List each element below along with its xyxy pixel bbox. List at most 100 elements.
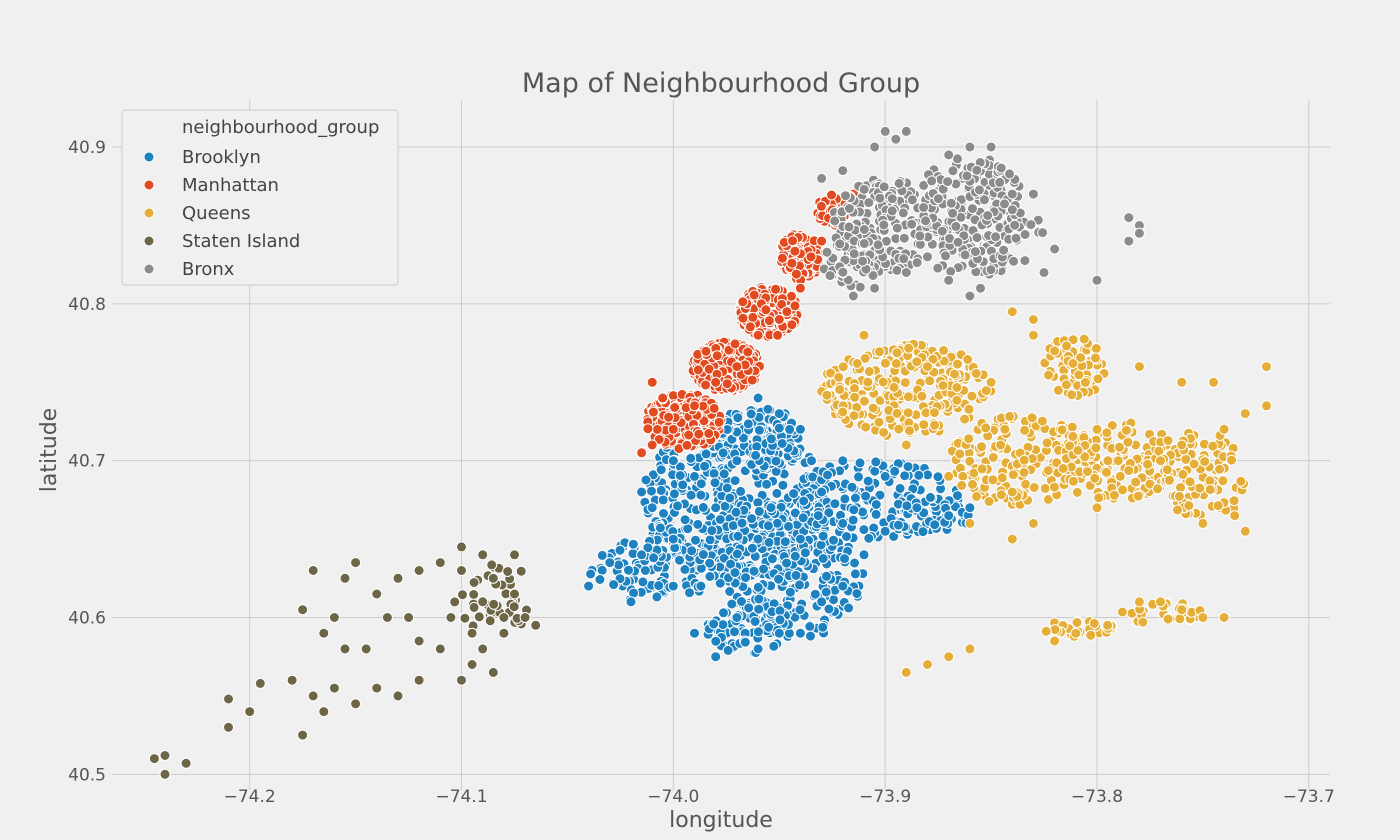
brooklyn-point [677,479,689,491]
bronx-point [900,125,912,137]
brooklyn-point [739,636,751,648]
queens-point [1040,625,1052,637]
bronx-point [847,290,859,302]
queens-point [922,659,933,670]
staten-island-point [318,706,330,718]
brooklyn-point [608,579,620,591]
queens-point [1177,468,1189,480]
staten-island-point [459,612,471,624]
brooklyn-point [710,651,722,663]
brooklyn-point [839,553,850,565]
bronx-point [837,165,849,177]
legend-marker-bronx [143,263,155,275]
bronx-point [1006,204,1018,216]
queens-point [957,470,969,482]
brooklyn-point [639,565,651,576]
staten-island-point [339,572,351,584]
brooklyn-point [902,461,914,473]
queens-point [1082,466,1093,477]
brooklyn-point [773,627,785,639]
bronx-point [978,194,990,206]
staten-island-point [413,635,425,647]
brooklyn-point [794,604,806,616]
queens-point [1194,482,1206,494]
queens-point [893,423,905,435]
staten-island-point [148,753,160,765]
brooklyn-point [870,456,882,468]
brooklyn-point [913,469,925,481]
brooklyn-point [779,536,791,548]
queens-point [888,381,900,393]
bronx-point [1009,219,1021,231]
brooklyn-point [848,504,860,516]
brooklyn-point [682,523,694,535]
queens-point [1120,424,1132,436]
queens-point [951,382,963,393]
bronx-point [982,210,994,221]
bronx-point [821,246,833,258]
brooklyn-point [752,626,764,638]
queens-point [924,375,936,387]
brooklyn-point [774,614,786,626]
queens-point [1101,427,1113,439]
brooklyn-point [901,500,913,512]
brooklyn-point [771,487,783,499]
queens-point [1070,627,1082,639]
manhattan-point [781,306,793,318]
brooklyn-point [849,568,861,580]
brooklyn-point [753,603,765,615]
brooklyn-point [816,596,828,608]
brooklyn-point [732,412,744,424]
staten-island-point [456,565,467,576]
brooklyn-point [817,530,829,542]
brooklyn-point [748,565,760,577]
bronx-point [837,266,849,278]
queens-point [878,426,890,438]
brooklyn-point [870,499,882,510]
manhattan-point [790,268,802,280]
queens-point [1261,400,1272,412]
brooklyn-point [839,493,851,505]
brooklyn-point [651,591,663,603]
queens-point [1116,606,1128,618]
bronx-point [959,249,971,261]
queens-point [963,403,975,415]
manhattan-point [667,423,679,435]
chart-title: Map of Neighbourhood Group [522,68,920,99]
staten-island-point [445,612,457,623]
queens-point [1163,474,1175,486]
queens-point [1072,444,1084,456]
queens-point [999,423,1011,435]
staten-island-point [434,557,446,569]
manhattan-point [786,319,798,331]
queens-point [1239,525,1251,537]
brooklyn-point [700,448,712,460]
brooklyn-point [654,522,666,534]
brooklyn-point [731,455,743,467]
bronx-point [985,141,997,153]
y-tick-label: 40.5 [68,765,106,785]
queens-point [1056,424,1068,436]
staten-island-point [371,682,383,694]
bronx-point [947,207,959,219]
bronx-point [886,193,898,205]
manhattan-point [770,283,782,295]
queens-point [1027,517,1039,529]
manhattan-point [642,423,654,435]
bronx-point [898,253,910,265]
queens-point [899,377,911,389]
bronx-point [911,257,923,269]
brooklyn-point [964,502,976,514]
brooklyn-point [710,635,722,647]
bronx-point [893,177,905,189]
bronx-point [964,290,976,302]
bronx-point [964,141,976,153]
staten-island-point [297,729,309,741]
queens-point [900,439,912,451]
bronx-point [994,176,1006,188]
staten-island-point [457,589,468,601]
brooklyn-point [860,490,872,502]
bronx-point [858,238,870,249]
brooklyn-point [894,482,906,494]
queens-point [949,368,960,380]
